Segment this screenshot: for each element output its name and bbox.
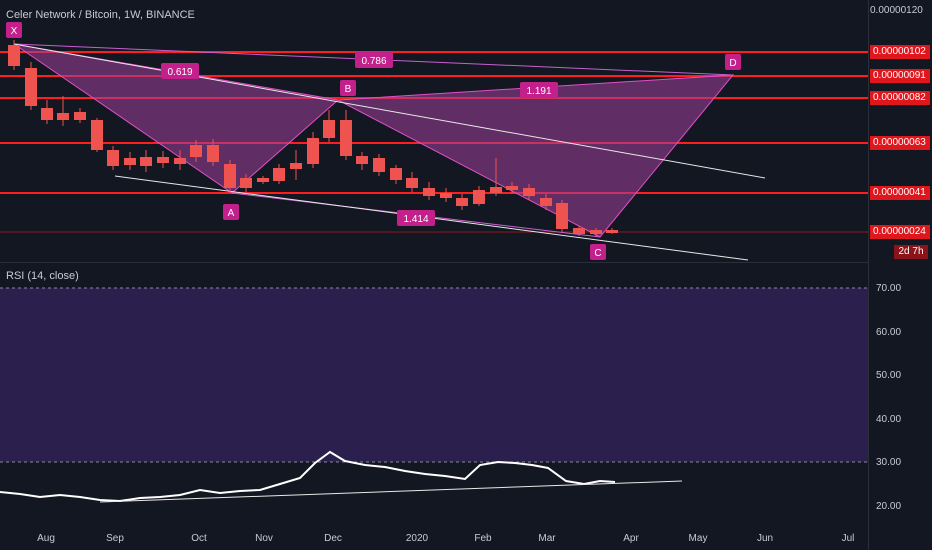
- candle-body: [373, 158, 385, 172]
- pattern-point-c[interactable]: C: [590, 244, 606, 260]
- pattern-point-d[interactable]: D: [725, 54, 741, 70]
- time-axis-label: 2020: [405, 533, 429, 544]
- svg-text:A: A: [228, 208, 235, 219]
- time-axis-label: Mar: [538, 533, 556, 544]
- current-price-badge: 0.00000024: [870, 225, 930, 239]
- rsi-axis-label: 20.00: [876, 501, 902, 512]
- candle-body: [356, 156, 368, 164]
- price-level-badge: 0.00000102: [870, 45, 930, 59]
- time-axis-label: Apr: [623, 533, 639, 544]
- time-axis-label: Oct: [191, 533, 207, 544]
- svg-text:1.414: 1.414: [403, 214, 428, 225]
- svg-text:D: D: [729, 58, 736, 69]
- candle-body: [290, 163, 302, 169]
- candle-body: [207, 145, 219, 162]
- trend-line-upper: [13, 43, 766, 179]
- rsi-line: [0, 450, 616, 503]
- candle-body: [25, 68, 37, 106]
- candle-body: [273, 168, 285, 181]
- candle-body: [74, 112, 86, 120]
- pattern-point-x[interactable]: X: [6, 22, 22, 38]
- svg-text:B: B: [345, 84, 352, 95]
- price-level-badge: 0.00000091: [870, 69, 930, 83]
- candle-body: [323, 120, 335, 138]
- candle-body: [57, 113, 69, 120]
- time-axis-label: Nov: [255, 533, 273, 544]
- ratio-label: 1.191: [520, 82, 558, 98]
- candle-body: [257, 178, 269, 182]
- price-axis[interactable]: [868, 0, 932, 550]
- candle-body: [224, 164, 236, 188]
- candle-body: [140, 157, 152, 166]
- candle-body: [406, 178, 418, 188]
- rsi-axis-label: 70.00: [876, 283, 902, 294]
- rsi-trend-line: [99, 480, 683, 503]
- pattern-point-b[interactable]: B: [340, 80, 356, 96]
- candle-body: [423, 188, 435, 196]
- time-axis-label: Sep: [106, 533, 124, 544]
- time-axis-label: Dec: [324, 533, 342, 544]
- time-axis-label: Jun: [756, 533, 774, 544]
- pane-divider[interactable]: [0, 262, 868, 263]
- candle-body: [456, 198, 468, 206]
- chart-title: Celer Network / Bitcoin, 1W, BINANCE: [6, 9, 195, 21]
- candle-body: [307, 138, 319, 164]
- candle-body: [540, 198, 552, 206]
- candle-body: [490, 187, 502, 193]
- candle-body: [590, 230, 602, 234]
- time-axis-label: Aug: [37, 533, 55, 544]
- candle-body: [190, 145, 202, 157]
- candle-body: [91, 120, 103, 150]
- rsi-axis-label: 40.00: [876, 414, 902, 425]
- time-axis-label: May: [688, 533, 708, 544]
- rsi-title: RSI (14, close): [6, 270, 79, 282]
- bar-countdown: 2d 7h: [894, 245, 928, 259]
- price-level-badge: 0.00000063: [870, 136, 930, 150]
- candle-body: [8, 45, 20, 66]
- candle-body: [573, 228, 585, 234]
- rsi-axis-label: 50.00: [876, 370, 902, 381]
- candle-body: [107, 150, 119, 166]
- rsi-axis-label: 30.00: [876, 457, 902, 468]
- candle-body: [506, 186, 518, 190]
- candle-body: [124, 158, 136, 165]
- svg-text:0.619: 0.619: [167, 67, 192, 78]
- svg-text:1.191: 1.191: [526, 86, 551, 97]
- svg-text:X: X: [11, 26, 18, 37]
- pattern-point-a[interactable]: A: [223, 204, 239, 220]
- candle-body: [240, 178, 252, 188]
- price-level-badge: 0.00000082: [870, 91, 930, 105]
- price-axis-label: 0.00000120: [870, 5, 923, 16]
- svg-text:C: C: [594, 248, 601, 259]
- candle-body: [440, 193, 452, 198]
- candle-body: [157, 157, 169, 163]
- candle-body: [523, 188, 535, 196]
- svg-text:0.786: 0.786: [361, 56, 386, 67]
- candle-body: [340, 120, 352, 156]
- ratio-label: 0.619: [161, 63, 199, 79]
- candle-body: [174, 158, 186, 164]
- rsi-axis-label: 60.00: [876, 327, 902, 338]
- rsi-band: [0, 288, 868, 462]
- time-axis-label: Feb: [474, 533, 492, 544]
- time-axis-label: Jul: [841, 533, 855, 544]
- ratio-label: 1.414: [397, 210, 435, 226]
- candle-body: [556, 203, 568, 229]
- candle-body: [390, 168, 402, 180]
- price-level-badge: 0.00000041: [870, 186, 930, 200]
- candlestick-series: [8, 40, 618, 236]
- ratio-label: 0.786: [355, 52, 393, 68]
- candle-body: [606, 230, 618, 233]
- candle-body: [473, 190, 485, 204]
- candle-body: [41, 108, 53, 120]
